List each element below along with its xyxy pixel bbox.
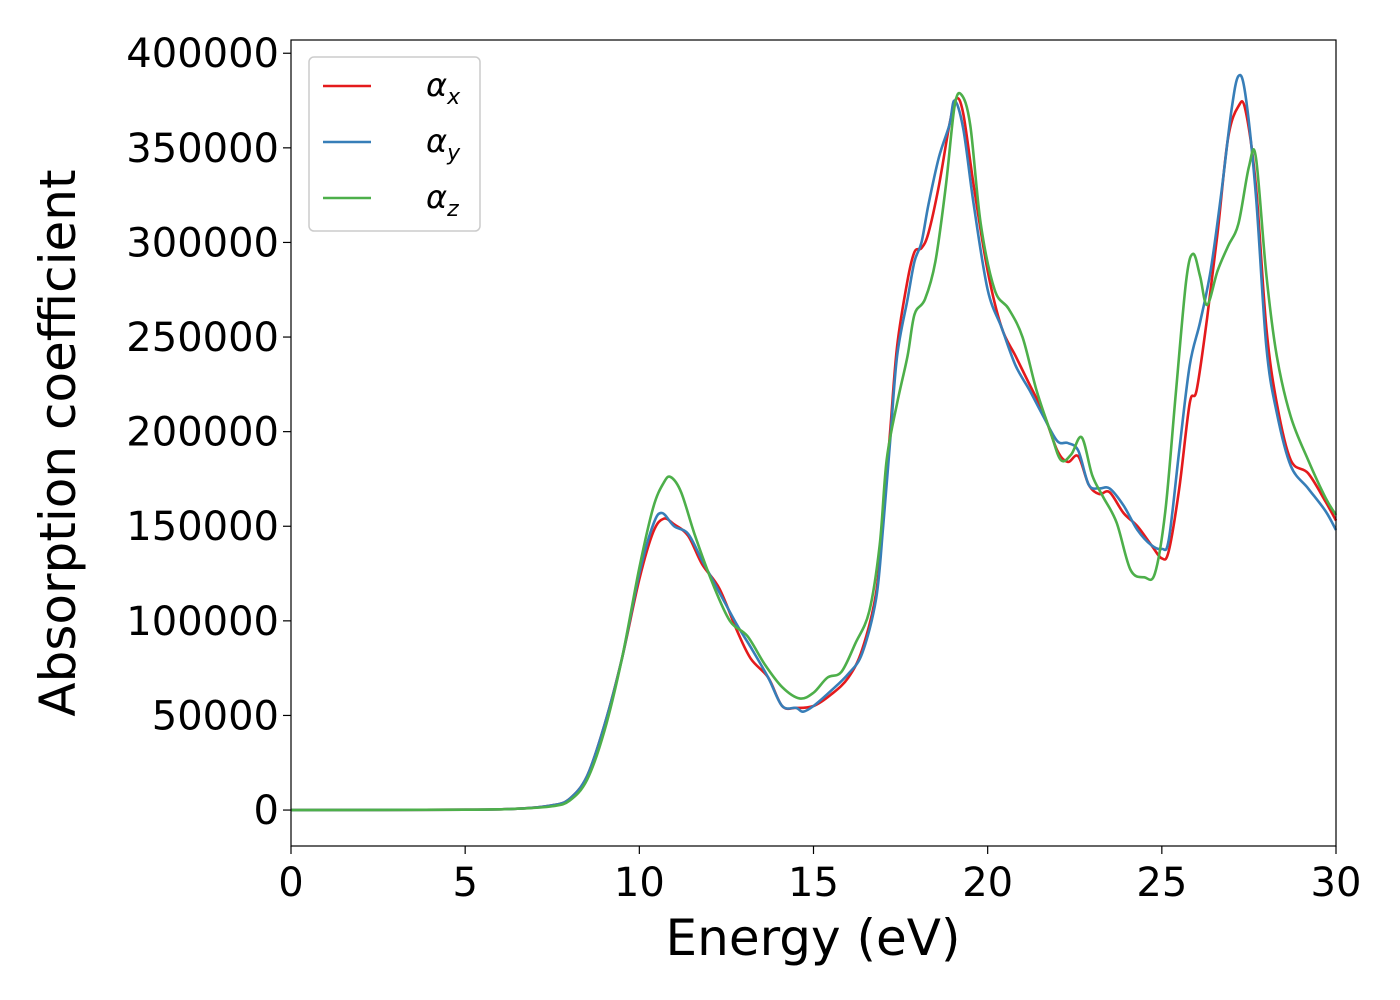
series-line-alpha-z	[290, 91, 1338, 812]
y-tick-label: 150000	[126, 504, 279, 550]
x-axis-title: Energy (eV)	[666, 909, 961, 967]
legend-box	[308, 56, 481, 232]
x-tick-label: 25	[1136, 860, 1187, 906]
x-tick-label: 10	[614, 860, 665, 906]
x-tick-label: 15	[788, 860, 839, 906]
legend-label-alpha-y: αy	[426, 122, 461, 166]
x-tick-label: 20	[962, 860, 1013, 906]
y-tick-label: 0	[254, 788, 279, 834]
y-axis-ticks: 0 50000 100000 150000 200000 250000 300000 3500…	[126, 31, 291, 834]
x-tick-label: 30	[1311, 860, 1362, 906]
y-tick-label: 200000	[126, 410, 279, 456]
x-tick-label: 0	[278, 860, 303, 906]
series-layer	[290, 73, 1338, 812]
y-tick-label: 250000	[126, 315, 279, 361]
x-tick-label: 5	[452, 860, 477, 906]
y-tick-label: 400000	[126, 31, 279, 77]
series-line-alpha-y	[290, 73, 1338, 812]
y-tick-label: 300000	[126, 220, 279, 266]
y-tick-label: 50000	[152, 693, 279, 739]
y-axis-title: Absorption coefficient	[29, 169, 87, 716]
x-axis-ticks: 0 5 10 15 20 25 30	[278, 846, 1361, 906]
y-tick-label: 350000	[126, 126, 279, 172]
y-tick-label: 100000	[126, 599, 279, 645]
